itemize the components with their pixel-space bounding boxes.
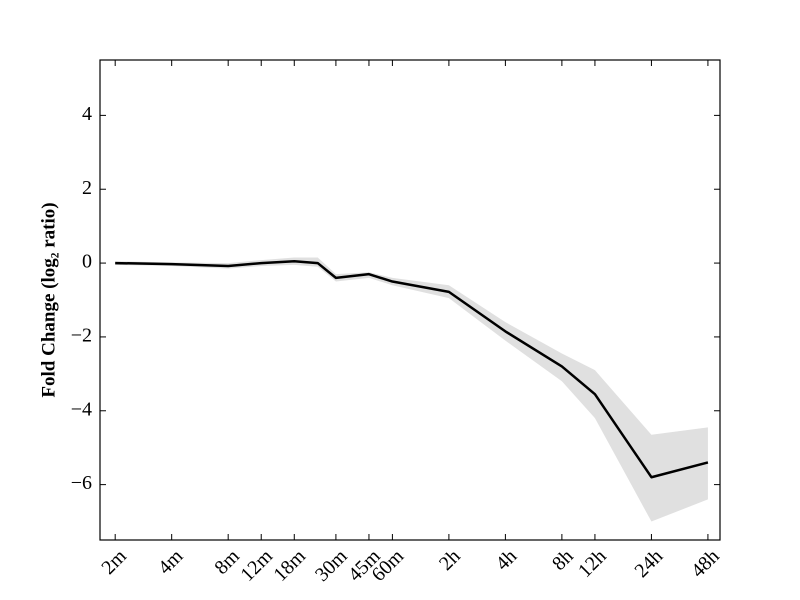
x-tick-label: 18m — [269, 545, 310, 586]
y-axis-label: Fold Change (log₂ ratio) — [38, 202, 59, 397]
x-tick-label: 30m — [311, 545, 352, 586]
confidence-band — [115, 257, 708, 522]
y-tick-label: 2 — [82, 177, 92, 199]
y-tick-label: −2 — [71, 325, 92, 347]
y-tick-label: 4 — [82, 103, 92, 125]
x-tick-label: 2h — [435, 545, 465, 575]
x-tick-label: 8h — [548, 545, 578, 575]
plot-frame — [99, 59, 721, 541]
y-tick-label: −6 — [71, 472, 92, 494]
x-tick-label: 2m — [97, 545, 131, 579]
x-tick-label: 48h — [687, 545, 724, 582]
x-tick-label: 4h — [491, 545, 521, 575]
x-tick-label: 12h — [574, 545, 611, 582]
x-tick-label: 12m — [236, 545, 277, 586]
data-line — [115, 259, 709, 479]
x-tick-label: 24h — [630, 545, 667, 582]
y-tick-label: 0 — [82, 251, 92, 273]
y-tick-label: −4 — [71, 398, 92, 420]
x-tick-label: 4m — [154, 545, 188, 579]
